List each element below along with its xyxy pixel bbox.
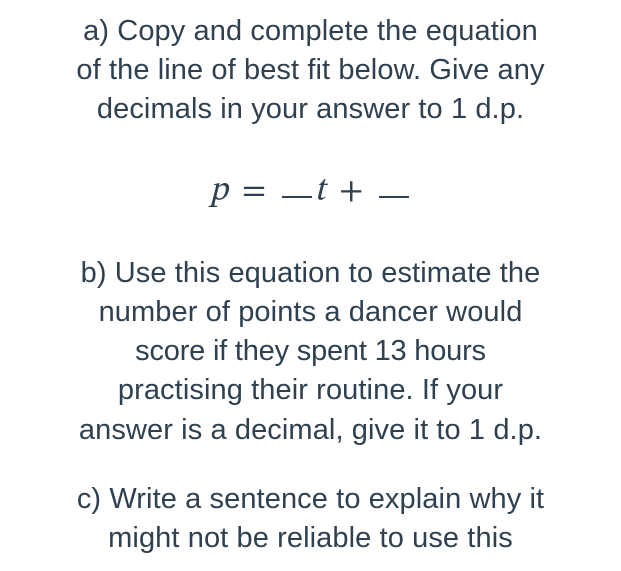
question-c-partial-line2: might not be reliable to use this: [14, 519, 607, 558]
equation-equals: =: [242, 175, 266, 209]
question-a-line2: of the line of best fit below. Give any: [14, 51, 607, 90]
question-b-line3: score if they spent 13 hours: [14, 332, 607, 371]
equation-rhs-var: t: [314, 175, 325, 209]
question-b-line5: answer is a decimal, give it to 1 d.p.: [14, 411, 607, 450]
equation-lhs-var: p: [210, 175, 228, 209]
question-b-line1: b) Use this equation to estimate the: [14, 254, 607, 293]
question-a-line1: a) Copy and complete the equation: [14, 12, 607, 51]
question-a-line3: decimals in your answer to 1 d.p.: [14, 90, 607, 129]
question-b-line4: practising their routine. If your: [14, 371, 607, 410]
question-b-line2: number of points a dancer would: [14, 293, 607, 332]
equation-blank-slope[interactable]: [282, 165, 312, 198]
equation: p = t +: [14, 167, 607, 214]
worksheet-page: a) Copy and complete the equation of the…: [0, 0, 621, 571]
equation-plus: +: [339, 175, 363, 209]
equation-blank-intercept[interactable]: [379, 165, 409, 198]
question-c-line1: c) Write a sentence to explain why it: [14, 480, 607, 519]
